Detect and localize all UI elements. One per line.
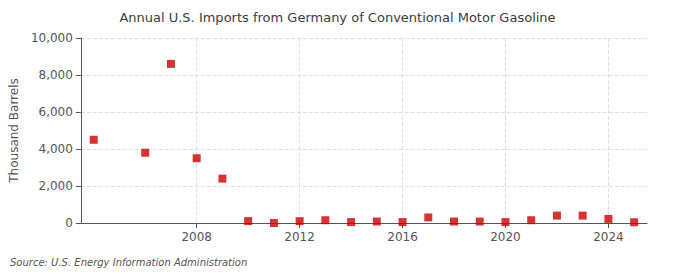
svg-text:10,000: 10,000 (31, 31, 73, 45)
svg-text:Source: U.S. Energy Informatio: Source: U.S. Energy Information Administ… (10, 257, 247, 268)
svg-text:Thousand Barrels: Thousand Barrels (7, 78, 21, 183)
svg-text:2012: 2012 (284, 230, 315, 244)
svg-text:6,000: 6,000 (39, 105, 73, 119)
svg-text:2,000: 2,000 (39, 179, 73, 193)
svg-text:2016: 2016 (387, 230, 418, 244)
svg-text:2020: 2020 (490, 230, 521, 244)
svg-text:Annual U.S. Imports from Germa: Annual U.S. Imports from Germany of Conv… (119, 10, 555, 25)
svg-text:4,000: 4,000 (39, 142, 73, 156)
svg-text:2008: 2008 (181, 230, 212, 244)
svg-text:8,000: 8,000 (39, 68, 73, 82)
svg-text:0: 0 (65, 216, 73, 230)
svg-text:2024: 2024 (593, 230, 624, 244)
